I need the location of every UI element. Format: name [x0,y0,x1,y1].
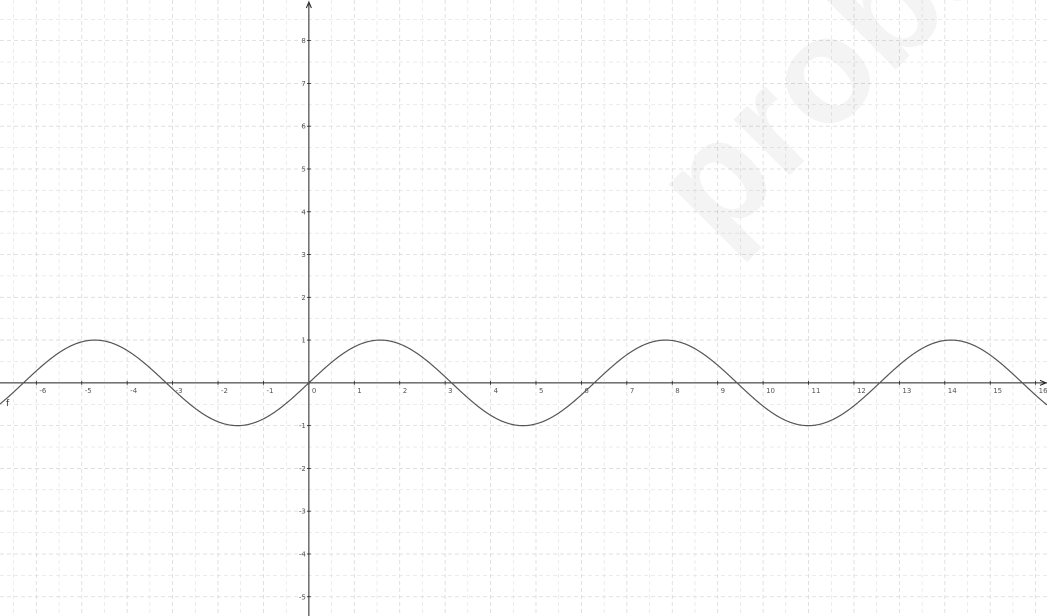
y-tick-label: -4 [299,550,307,558]
x-axis-arrow [1039,379,1047,386]
x-tick-label: 13 [902,387,911,395]
curve-layer: f [0,339,1047,427]
x-tick-label: -4 [130,387,138,395]
x-tick-labels: -6 -5 -4 -3 -2 -1 0 1 2 3 4 5 6 7 8 9 10 11 12 13 14 15 16 [39,387,1047,395]
x-tick-label: 16 [1039,387,1047,395]
x-tick-label: 2 [403,387,407,395]
x-tick-label: -3 [176,387,183,395]
x-tick-label: 7 [630,387,634,395]
x-tick-label: 8 [675,387,679,395]
y-tick-label: 4 [301,208,306,216]
y-tick-label: -1 [299,422,306,430]
x-tick-label: 12 [857,387,866,395]
x-tick-label: 11 [812,387,821,395]
y-axis-arrow [305,0,312,9]
x-tick-label: 0 [312,387,316,395]
x-tick-label: -1 [266,387,273,395]
x-tick-label: 4 [494,387,499,395]
x-tick-label: 5 [539,387,543,395]
series-label: f [6,399,10,409]
y-tick-label: -5 [299,593,306,601]
x-tick-label: -5 [85,387,92,395]
y-tick-label: 8 [301,37,305,45]
y-tick-label: -2 [299,465,306,473]
y-tick-label: 5 [301,165,305,173]
x-tick-label: 6 [584,387,589,395]
y-tick-label: 2 [301,294,305,302]
y-tick-labels: 8 7 6 5 4 3 2 1 -1 -2 -3 -4 -5 [299,37,307,601]
x-tick-label: -2 [221,387,228,395]
series-line-f [0,339,1047,427]
x-tick-label: 1 [357,387,361,395]
x-tick-label: 10 [766,387,775,395]
x-tick-label: 9 [721,387,725,395]
y-tick-label: 6 [301,123,306,131]
y-tick-label: -3 [299,508,306,516]
x-tick-label: 3 [448,387,452,395]
y-tick-label: 3 [301,251,305,259]
x-tick-label: -6 [39,387,47,395]
x-tick-label: 14 [948,387,957,395]
y-tick-label: 1 [301,337,305,345]
y-tick-label: 7 [301,80,305,88]
x-tick-label: 15 [993,387,1002,395]
